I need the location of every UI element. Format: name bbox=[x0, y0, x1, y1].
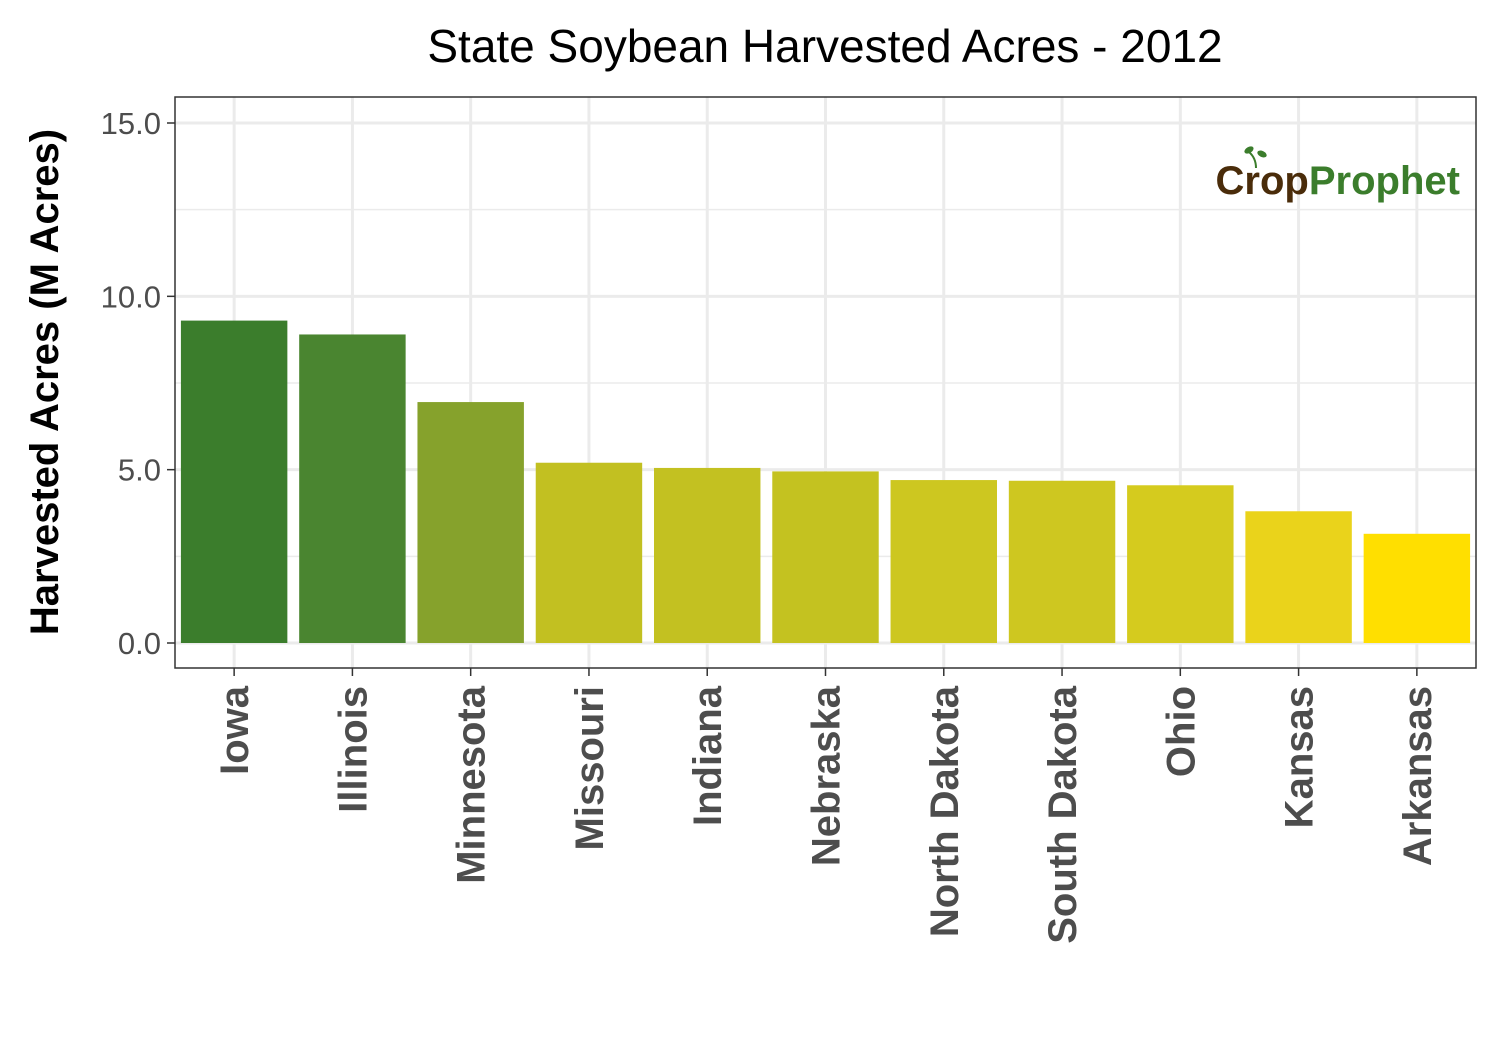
y-tick-label: 5.0 bbox=[118, 453, 161, 488]
x-tick-label: Kansas bbox=[1278, 686, 1322, 828]
bar-north-dakota bbox=[890, 480, 997, 643]
bar-arkansas bbox=[1363, 533, 1471, 643]
y-tick-label: 15.0 bbox=[101, 106, 161, 141]
x-tick-label: Ohio bbox=[1159, 686, 1203, 777]
y-tick-label: 0.0 bbox=[118, 626, 161, 661]
bar-illinois bbox=[299, 334, 406, 643]
x-tick-label: Illinois bbox=[331, 686, 375, 813]
chart-title: State Soybean Harvested Acres - 2012 bbox=[427, 20, 1222, 72]
bar-nebraska bbox=[772, 471, 879, 643]
x-tick-label: Arkansas bbox=[1396, 686, 1440, 866]
cropprophet-logo: CropProphet bbox=[1216, 146, 1460, 203]
x-tick-label: Indiana bbox=[686, 685, 730, 826]
bar-kansas bbox=[1245, 511, 1352, 643]
svg-text:CropProphet: CropProphet bbox=[1216, 159, 1460, 203]
logo-crop-text: Crop bbox=[1216, 159, 1309, 203]
logo-prophet-text: Prophet bbox=[1309, 159, 1460, 203]
x-tick-label: Missouri bbox=[568, 686, 612, 850]
bar-minnesota bbox=[417, 402, 524, 643]
bar-indiana bbox=[654, 467, 761, 643]
bar-ohio bbox=[1127, 485, 1234, 643]
x-tick-label: Nebraska bbox=[805, 685, 849, 866]
bar-south-dakota bbox=[1008, 480, 1116, 643]
bars bbox=[180, 320, 1471, 643]
y-tick-label: 10.0 bbox=[101, 279, 161, 314]
bar-iowa bbox=[180, 320, 288, 643]
x-tick-label: Minnesota bbox=[450, 685, 494, 884]
y-axis-label: Harvested Acres (M Acres) bbox=[23, 129, 67, 635]
x-tick-label: Iowa bbox=[213, 685, 257, 775]
bar-missouri bbox=[535, 462, 643, 643]
x-tick-label: South Dakota bbox=[1041, 685, 1085, 944]
sprout-icon bbox=[1244, 146, 1267, 169]
axes: 0.0 5.0 10.0 15.0 Iowa Illinois Minnesota Misso… bbox=[101, 106, 1440, 944]
x-tick-label: North Dakota bbox=[923, 685, 967, 937]
